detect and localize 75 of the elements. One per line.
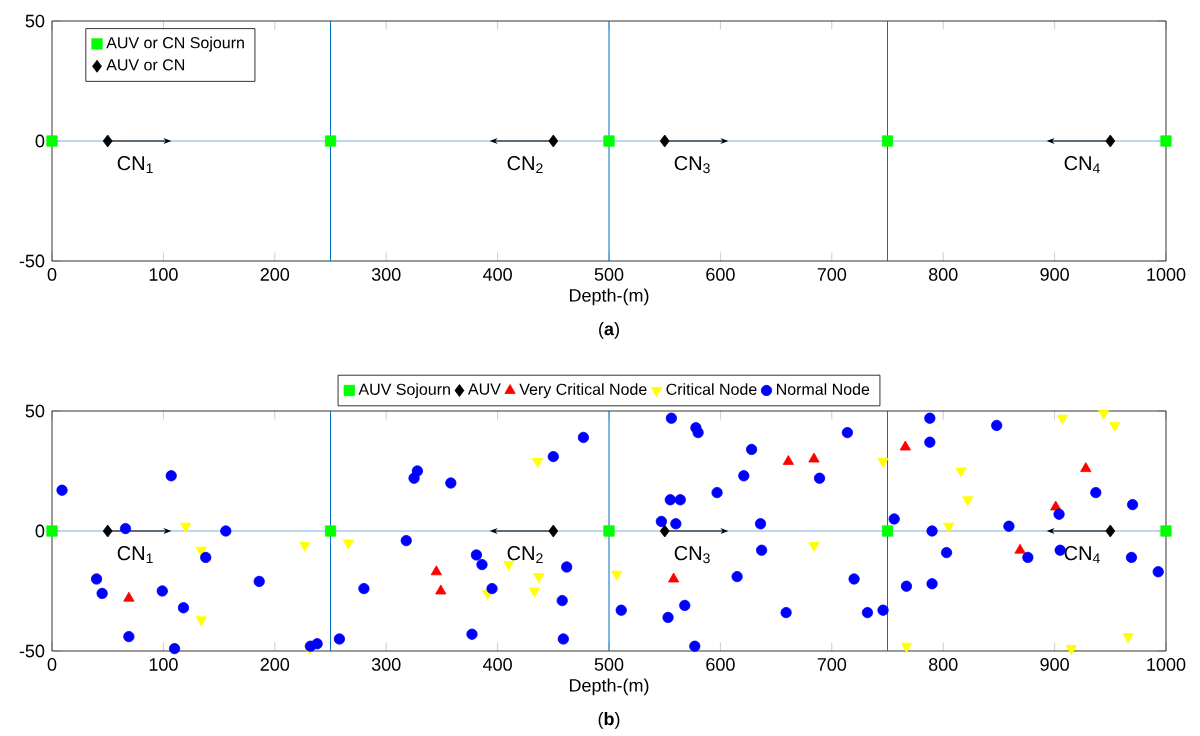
annotation: CN$_{3}$: [674, 156, 710, 174]
point: [46, 525, 58, 537]
x-tick-label: 1000: [1147, 268, 1186, 282]
x-tick-label: 0: [47, 268, 57, 282]
text: (a): [599, 322, 619, 340]
annotation: CN$_{1}$: [117, 156, 153, 174]
annotation: CN$_{4}$: [1064, 546, 1100, 564]
annotation: CN$_{2}$: [507, 546, 543, 564]
annotation: CN$_{2}$: [507, 156, 543, 174]
x-axis-title: Depth-(m): [569, 288, 649, 306]
x-tick-label: 700: [817, 268, 847, 282]
annotation: CN$_{1}$: [117, 546, 153, 564]
point: [548, 524, 559, 538]
x-tick-label: 700: [817, 658, 847, 672]
point: [1065, 645, 1077, 656]
x-tick-label: 400: [483, 268, 512, 282]
annotation: CN$_{3}$: [674, 546, 710, 564]
y-tick-label: 50: [25, 14, 45, 28]
point: [533, 573, 545, 584]
point: [782, 455, 794, 466]
x-tick-label: 800: [928, 268, 958, 282]
x-tick-label: 500: [594, 268, 624, 282]
point: [1122, 633, 1134, 644]
x-tick-label: 800: [928, 658, 958, 672]
legend-label: AUV: [467, 383, 501, 395]
point: [1105, 524, 1116, 538]
y-tick-label: 0: [35, 134, 45, 148]
point: [324, 525, 337, 537]
x-tick-label: 500: [594, 658, 624, 672]
x-axis-title: Depth-(m): [569, 678, 649, 696]
point: [900, 643, 913, 653]
point: [611, 571, 623, 581]
point: [180, 523, 192, 533]
point: [195, 616, 207, 627]
point: [955, 467, 967, 478]
point: [299, 542, 311, 553]
point: [1080, 462, 1092, 473]
x-tick-label: 300: [371, 658, 401, 672]
x-tick-label: 600: [706, 658, 735, 672]
point: [808, 542, 820, 553]
point: [943, 523, 955, 533]
point: [899, 440, 911, 451]
x-tick-label: 200: [260, 658, 290, 672]
legend-label: Normal Node: [776, 383, 870, 396]
point: [1160, 525, 1172, 537]
x-tick-label: 100: [149, 658, 178, 672]
x-tick-label: 100: [149, 268, 178, 282]
x-tick-label: 0: [47, 658, 57, 672]
point: [603, 525, 615, 537]
x-tick-label: 900: [1040, 658, 1069, 672]
x-tick-label: 300: [371, 268, 401, 282]
point: [808, 452, 820, 463]
x-tick-label: 1000: [1147, 658, 1186, 672]
point: [528, 587, 540, 598]
point: [503, 561, 515, 572]
legend-label: AUV Sojourn: [358, 383, 450, 399]
x-tick-label: 400: [483, 658, 512, 672]
text: (b): [598, 712, 620, 730]
annotation: CN$_{4}$: [1064, 156, 1100, 174]
y-tick-label: 50: [25, 404, 45, 418]
y-tick-label: -50: [19, 254, 45, 268]
point: [342, 539, 354, 550]
y-tick-label: 0: [35, 524, 45, 538]
y-tick-label: -50: [19, 644, 45, 658]
legend-label: Critical Node: [666, 383, 757, 396]
point: [659, 524, 670, 538]
legend-label: AUV or CN Sojourn: [106, 36, 244, 52]
legend-label: Very Critical Node: [519, 383, 647, 399]
point: [962, 496, 974, 507]
point: [102, 524, 113, 538]
x-tick-label: 900: [1040, 268, 1069, 282]
point: [881, 525, 894, 537]
x-tick-label: 200: [260, 268, 290, 282]
x-tick-label: 600: [706, 268, 735, 282]
legend-label: AUV or CN: [106, 59, 185, 71]
